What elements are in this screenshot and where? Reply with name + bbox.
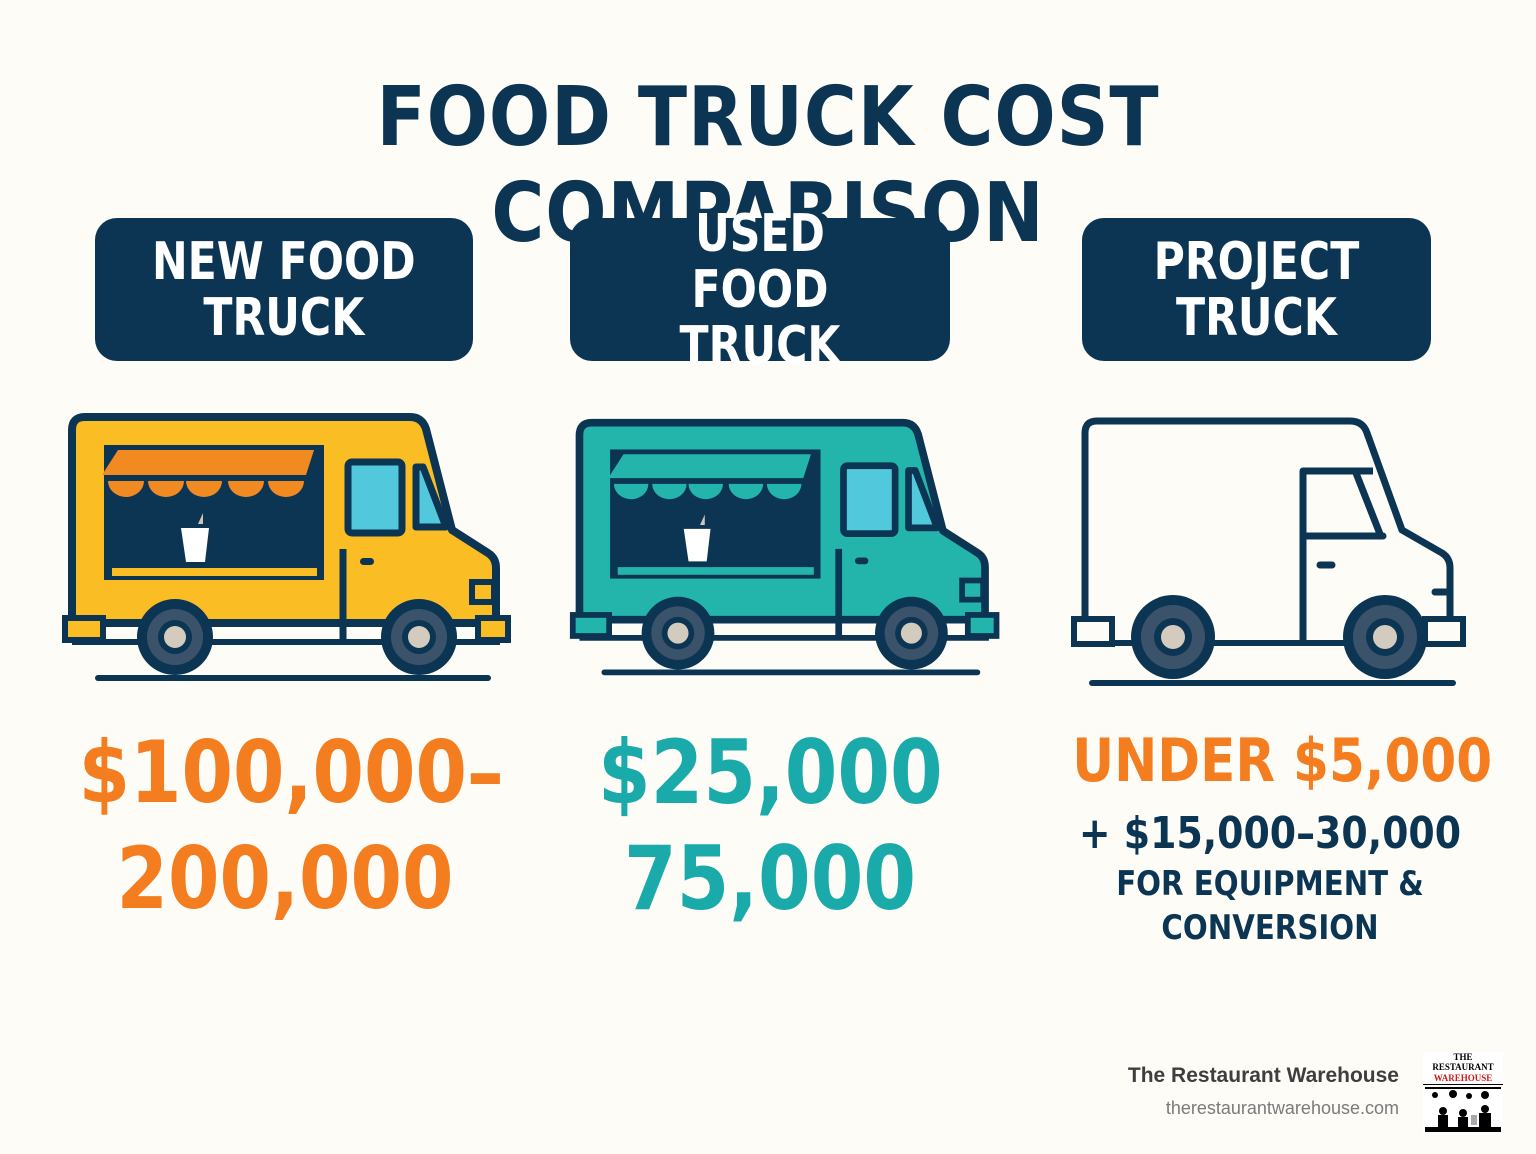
empty-van-icon bbox=[1071, 417, 1466, 686]
price-new-food-truck: $100,000– 200,000 bbox=[45, 720, 525, 932]
price-line-1: $25,000 bbox=[598, 721, 943, 824]
food-truck-teal-icon bbox=[569, 418, 1000, 676]
price-line-2: 75,000 bbox=[623, 827, 917, 930]
page-title: FOOD TRUCK COST COMPARISON bbox=[376, 70, 1160, 261]
price-used-food-truck: $25,000 75,000 bbox=[570, 720, 970, 932]
logo-line-1: THE bbox=[1453, 1052, 1473, 1062]
brand-logo: THE RESTAURANT WAREHOUSE bbox=[1423, 1052, 1503, 1134]
logo-line-2: RESTAURANT bbox=[1432, 1062, 1494, 1072]
logo-line-3: WAREHOUSE bbox=[1423, 1073, 1503, 1085]
brand-url: therestaurantwarehouse.com bbox=[1165, 1098, 1399, 1118]
label-text: PROJECT TRUCK bbox=[1153, 231, 1360, 348]
price-project-truck: UNDER $5,000 + $15,000–30,000 FOR EQUIPM… bbox=[1040, 724, 1500, 950]
label-text: NEW FOOD TRUCK bbox=[152, 231, 416, 348]
price-line-1: UNDER $5,000 bbox=[1072, 726, 1493, 796]
price-line-2: 200,000 bbox=[116, 829, 454, 929]
brand-name: The Restaurant Warehouse bbox=[1127, 1064, 1399, 1087]
label-new-food-truck: NEW FOOD TRUCK bbox=[95, 218, 473, 361]
food-truck-yellow-icon bbox=[62, 413, 511, 681]
restaurant-silhouette-icon bbox=[1425, 1087, 1501, 1132]
label-project-truck: PROJECT TRUCK bbox=[1082, 218, 1431, 361]
label-used-food-truck: USED FOOD TRUCK bbox=[570, 206, 950, 374]
price-line-1: $100,000– bbox=[78, 723, 504, 823]
extra-note-line-1: FOR EQUIPMENT & bbox=[1116, 864, 1424, 904]
extra-note-line-2: CONVERSION bbox=[1161, 908, 1379, 948]
label-text: USED FOOD TRUCK bbox=[679, 203, 841, 376]
extra-cost-line: + $15,000–30,000 bbox=[1078, 808, 1462, 859]
